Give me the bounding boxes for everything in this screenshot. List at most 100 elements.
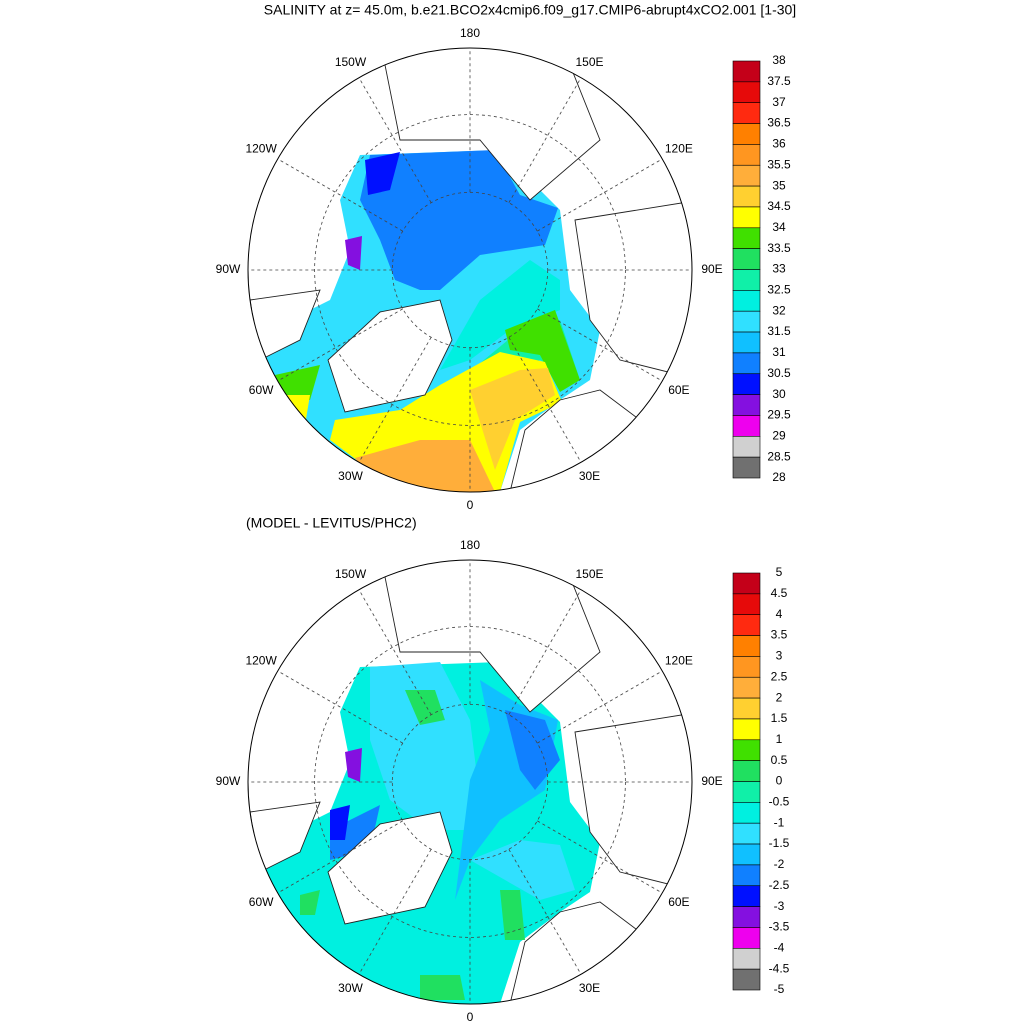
colorbar-box <box>732 81 761 103</box>
colorbar-box <box>732 656 761 678</box>
colorbar-label: 28 <box>772 470 786 484</box>
colorbar-label: 34 <box>772 220 786 234</box>
colorbar-box <box>732 352 761 375</box>
colorbar-box <box>732 206 761 229</box>
meridian-line <box>358 849 432 975</box>
colorbar-label: 33.5 <box>767 241 791 255</box>
meridian-line <box>277 670 403 744</box>
colorbar-label: 29 <box>772 428 786 442</box>
colorbar-label: 37.5 <box>767 74 791 88</box>
colorbar-label: 29.5 <box>767 408 791 422</box>
colorbar-box <box>732 331 761 354</box>
colorbar-box <box>732 227 761 249</box>
colorbar-label: -2 <box>774 857 785 871</box>
colorbar-box <box>732 760 761 782</box>
colorbar-label: 36.5 <box>767 116 791 130</box>
map-fill <box>249 48 692 492</box>
colorbar-box <box>732 572 761 595</box>
colorbar-label: -2.5 <box>769 878 790 892</box>
longitude-label: 90W <box>216 774 241 788</box>
colorbar-label: -1.5 <box>769 836 790 850</box>
colorbar-label: 34.5 <box>767 199 791 213</box>
colorbar-label: 0 <box>776 774 783 788</box>
colorbar-label: 1.5 <box>771 711 788 725</box>
longitude-label: 30W <box>338 469 363 483</box>
colorbar-box <box>732 373 761 395</box>
colorbar-label: 3 <box>776 649 783 663</box>
map-border <box>247 47 693 493</box>
subtitle: (MODEL - LEVITUS/PHC2) <box>246 515 417 531</box>
longitude-label: 120W <box>245 142 277 156</box>
colorbar-label: 35 <box>772 178 786 192</box>
colorbar-label: 33 <box>772 262 786 276</box>
longitude-label: 60W <box>249 895 274 909</box>
colorbar-box <box>732 310 761 333</box>
colorbar-box <box>732 968 761 991</box>
colorbar-label: 32 <box>772 303 786 317</box>
colorbar-label: -5 <box>774 982 785 996</box>
colorbar-box <box>732 718 761 741</box>
colorbar-label: 38 <box>772 53 786 67</box>
longitude-label: 180 <box>460 538 480 552</box>
meridian-line <box>277 158 403 232</box>
colorbar-box <box>732 102 761 124</box>
latitude-line <box>314 114 626 426</box>
colorbar-box <box>732 415 761 437</box>
longitude-label: 60W <box>249 383 274 397</box>
colorbar-box <box>732 927 761 949</box>
longitude-label: 150E <box>575 567 603 581</box>
longitude-label: 180 <box>460 26 480 40</box>
meridian-line <box>537 158 663 232</box>
colorbar-box <box>732 185 761 208</box>
colorbar-label: 30 <box>772 387 786 401</box>
meridian-line <box>508 337 582 463</box>
colorbar-label: 4 <box>776 607 783 621</box>
longitude-label: 30E <box>579 981 600 995</box>
map-border <box>247 559 693 1005</box>
longitude-label: 90W <box>216 262 241 276</box>
colorbar-box <box>732 781 761 803</box>
colorbar-label: 35.5 <box>767 157 791 171</box>
colorbar-box <box>732 802 761 824</box>
colorbar-label: 31 <box>772 345 786 359</box>
colorbar-box <box>732 614 761 636</box>
longitude-label: 150W <box>335 55 367 69</box>
longitude-label: 150E <box>575 55 603 69</box>
colorbar-label: 2 <box>776 690 783 704</box>
colorbar-label: 37 <box>772 95 786 109</box>
colorbar-box <box>732 885 761 907</box>
colorbar-label: 4.5 <box>771 586 788 600</box>
colorbar-label: -4.5 <box>769 961 790 975</box>
colorbar-box <box>732 456 761 479</box>
colorbar-label: 2.5 <box>771 669 788 683</box>
latitude-line <box>314 626 626 938</box>
meridian-line <box>358 77 432 203</box>
meridian-line <box>508 589 582 715</box>
colorbar-label: -0.5 <box>769 795 790 809</box>
colorbar-box <box>732 822 761 845</box>
colorbar-box <box>732 144 761 166</box>
colorbar-label: -3.5 <box>769 920 790 934</box>
colorbar-label: 3.5 <box>771 628 788 642</box>
colorbar-box <box>732 60 761 83</box>
colorbar-box <box>732 676 761 699</box>
meridian-line <box>277 308 403 382</box>
colorbar-box <box>732 739 761 761</box>
colorbar-box <box>732 906 761 928</box>
longitude-label: 0 <box>467 498 474 512</box>
colorbar-box <box>732 947 761 970</box>
meridian-line <box>358 589 432 715</box>
colorbar-box <box>732 164 761 187</box>
colorbar-box <box>732 123 761 145</box>
colorbar-box <box>732 394 761 416</box>
longitude-label: 150W <box>335 567 367 581</box>
title: SALINITY at z= 45.0m, b.e21.BCO2x4cmip6.… <box>264 2 796 18</box>
colorbar-label: 5 <box>776 565 783 579</box>
colorbar-label: -1 <box>774 815 785 829</box>
colorbar-box <box>732 593 761 615</box>
meridian-line <box>358 337 432 463</box>
colorbar-label: 28.5 <box>767 449 791 463</box>
meridian-line <box>508 849 582 975</box>
longitude-label: 60E <box>668 383 689 397</box>
